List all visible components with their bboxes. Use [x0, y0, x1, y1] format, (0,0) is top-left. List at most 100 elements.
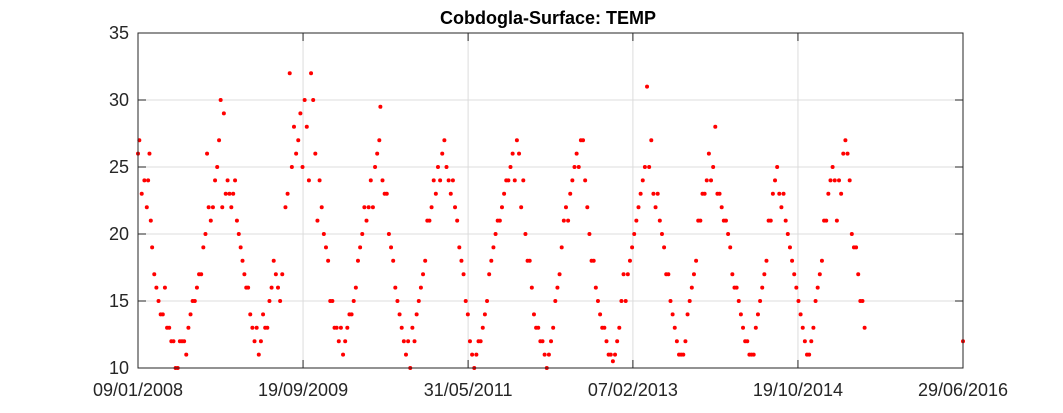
data-point: [738, 312, 743, 317]
data-point: [619, 299, 624, 303]
data-point: [773, 178, 778, 183]
data-point: [709, 178, 714, 183]
y-tick-label: 20: [109, 224, 129, 244]
data-point: [208, 218, 213, 223]
data-point: [215, 165, 220, 169]
data-point: [819, 258, 824, 263]
data-point: [429, 205, 434, 210]
data-point: [353, 285, 358, 290]
data-point: [783, 218, 788, 223]
data-point: [751, 352, 756, 357]
data-point: [837, 178, 842, 183]
data-point: [167, 325, 172, 330]
data-point: [261, 312, 266, 317]
data-point: [491, 245, 496, 250]
data-point: [802, 339, 807, 344]
data-point: [785, 232, 790, 236]
data-point: [478, 339, 483, 344]
data-point: [309, 71, 314, 76]
data-point: [323, 245, 328, 250]
data-point: [666, 272, 671, 277]
data-point: [792, 272, 797, 277]
data-point: [273, 272, 278, 277]
data-point: [474, 352, 479, 357]
data-point: [563, 205, 568, 210]
data-point: [278, 299, 283, 303]
data-point: [433, 191, 438, 196]
data-point: [566, 218, 571, 223]
data-point: [258, 339, 263, 344]
data-point: [593, 285, 598, 290]
data-point: [364, 218, 369, 223]
data-point: [148, 218, 153, 223]
data-point: [574, 151, 579, 156]
data-point: [854, 245, 859, 250]
data-point: [546, 352, 551, 357]
data-point: [832, 178, 837, 183]
data-point: [768, 218, 773, 223]
data-point: [568, 191, 573, 196]
data-point: [457, 245, 462, 250]
y-tick-label: 10: [109, 358, 129, 378]
x-tick-label: 07/02/2013: [588, 380, 678, 400]
data-point: [704, 178, 709, 183]
data-point: [194, 285, 199, 290]
data-point: [745, 339, 750, 344]
axes-background: [138, 33, 963, 368]
data-point: [389, 245, 394, 250]
data-point: [377, 138, 382, 143]
data-point: [649, 138, 654, 143]
data-point: [418, 285, 423, 290]
data-point: [252, 339, 257, 344]
data-point: [448, 191, 453, 196]
data-point: [849, 232, 854, 236]
data-point: [657, 218, 662, 223]
data-point: [147, 151, 152, 156]
data-point: [373, 165, 378, 169]
data-point: [236, 232, 241, 236]
x-tick-label: 19/10/2014: [753, 380, 843, 400]
data-point: [242, 272, 247, 277]
data-point: [662, 245, 667, 250]
data-point: [341, 352, 346, 357]
data-point: [401, 339, 406, 344]
data-point: [465, 312, 470, 317]
data-point: [317, 178, 322, 183]
data-point: [397, 312, 402, 317]
data-point: [375, 151, 380, 156]
data-point: [843, 138, 848, 143]
data-point: [250, 325, 255, 330]
data-point: [796, 299, 801, 303]
data-point: [625, 272, 630, 277]
data-point: [572, 165, 577, 169]
data-point: [540, 339, 545, 344]
data-point: [298, 111, 303, 116]
data-point: [834, 218, 839, 223]
data-point: [349, 312, 354, 317]
data-point: [770, 191, 775, 196]
data-point: [206, 205, 211, 210]
data-point: [698, 218, 703, 223]
data-point: [719, 205, 724, 210]
data-point: [762, 272, 767, 277]
data-point: [393, 285, 398, 290]
data-point: [755, 312, 760, 317]
data-point: [142, 178, 147, 183]
data-point: [860, 299, 865, 303]
data-point: [285, 191, 290, 196]
data-point: [777, 191, 782, 196]
data-point: [271, 258, 276, 263]
data-point: [302, 98, 307, 102]
data-point: [621, 272, 626, 277]
data-point: [634, 218, 639, 223]
data-point: [221, 111, 226, 116]
data-point: [828, 178, 833, 183]
data-point: [685, 312, 690, 317]
data-point: [384, 191, 389, 196]
data-point: [146, 178, 151, 183]
data-point: [152, 272, 157, 277]
data-point: [510, 151, 515, 156]
data-point: [321, 232, 326, 236]
data-point: [583, 178, 588, 183]
